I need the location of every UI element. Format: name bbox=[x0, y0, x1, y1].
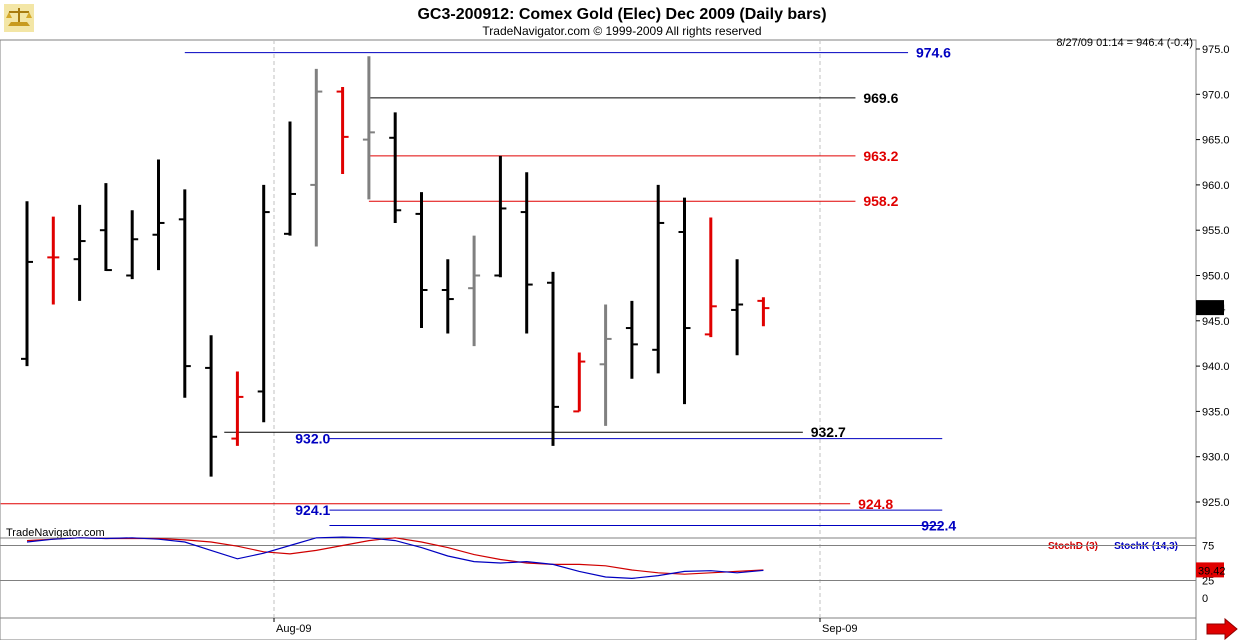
y-tick-label: 940.0 bbox=[1202, 361, 1230, 373]
y-tick-label: 975.0 bbox=[1202, 44, 1230, 56]
ohlc-bar bbox=[21, 201, 33, 367]
y-tick-label: 970.0 bbox=[1202, 89, 1230, 101]
level-label: 969.6 bbox=[863, 90, 898, 106]
ohlc-bar bbox=[468, 235, 481, 347]
y-tick-label: 965.0 bbox=[1202, 135, 1230, 147]
x-axis-strip bbox=[0, 617, 1197, 640]
stochd-legend: StochD (3) bbox=[1048, 541, 1098, 552]
ohlc-bar bbox=[47, 216, 60, 305]
ohlc-bar bbox=[520, 172, 533, 334]
level-label: 932.7 bbox=[811, 424, 846, 440]
stoch-tick-label: 25 bbox=[1202, 576, 1214, 588]
ohlc-bar bbox=[73, 204, 86, 301]
level-label: 958.2 bbox=[863, 193, 898, 209]
ohlc-bar bbox=[152, 159, 165, 271]
y-tick-label: 960.0 bbox=[1202, 180, 1230, 192]
level-label: 963.2 bbox=[863, 148, 898, 164]
last-price-box bbox=[1196, 300, 1224, 316]
logo-icon bbox=[4, 4, 34, 32]
ohlc-bar bbox=[362, 56, 375, 200]
chart-subtitle: TradeNavigator.com © 1999-2009 All right… bbox=[482, 24, 761, 38]
last-price-label: 946.4 bbox=[1198, 303, 1226, 315]
chart-title: GC3-200912: Comex Gold (Elec) Dec 2009 (… bbox=[417, 6, 826, 23]
ohlc-bar bbox=[441, 259, 454, 334]
ohlc-bar bbox=[731, 259, 744, 356]
y-tick-label: 945.0 bbox=[1202, 316, 1230, 328]
ohlc-bar bbox=[599, 304, 612, 426]
level-label: 932.0 bbox=[295, 431, 330, 447]
stoch-value-box bbox=[1196, 562, 1224, 578]
ohlc-bar bbox=[126, 210, 139, 280]
ohlc-bar bbox=[625, 300, 638, 379]
stoch-panel bbox=[0, 537, 1197, 619]
ohlc-bar bbox=[310, 68, 323, 247]
scroll-right-icon[interactable] bbox=[1206, 617, 1238, 640]
price-panel bbox=[0, 39, 1197, 539]
stoch-line bbox=[26, 536, 764, 580]
stoch-value-label: 39.42 bbox=[1198, 565, 1226, 577]
ohlc-bar bbox=[389, 112, 402, 223]
ohlc-bar bbox=[678, 197, 691, 405]
ohlc-bar bbox=[178, 189, 191, 398]
stoch-tick-label: 75 bbox=[1202, 541, 1214, 553]
ohlc-bar bbox=[284, 121, 296, 236]
y-tick-label: 930.0 bbox=[1202, 452, 1230, 464]
y-tick-label: 950.0 bbox=[1202, 271, 1230, 283]
watermark: TradeNavigator.com bbox=[6, 527, 105, 539]
level-label: 922.4 bbox=[921, 518, 956, 534]
ohlc-bar bbox=[757, 297, 770, 327]
status-readout: 8/27/09 01:14 = 946.4 (-0.4) bbox=[1056, 37, 1193, 49]
x-tick-label: Sep-09 bbox=[822, 623, 857, 635]
ohlc-bar bbox=[704, 217, 717, 338]
ohlc-bar bbox=[336, 87, 349, 175]
y-tick-label: 935.0 bbox=[1202, 406, 1230, 418]
ohlc-bar bbox=[231, 371, 244, 446]
level-label: 974.6 bbox=[916, 45, 951, 61]
level-label: 924.8 bbox=[858, 496, 893, 512]
ohlc-bar bbox=[257, 184, 270, 423]
level-label: 924.1 bbox=[295, 502, 330, 518]
ohlc-bar bbox=[547, 271, 559, 446]
stoch-tick-label: 0 bbox=[1202, 593, 1208, 605]
y-tick-label: 925.0 bbox=[1202, 497, 1230, 509]
stochk-legend: StochK (14,3) bbox=[1114, 541, 1178, 552]
y-tick-label: 955.0 bbox=[1202, 225, 1230, 237]
ohlc-bar bbox=[99, 183, 112, 272]
x-tick-label: Aug-09 bbox=[276, 623, 311, 635]
ohlc-bar bbox=[205, 335, 218, 477]
ohlc-bar bbox=[652, 184, 665, 374]
ohlc-bar bbox=[573, 352, 586, 413]
ohlc-bar bbox=[415, 192, 428, 329]
ohlc-bar bbox=[494, 155, 507, 278]
